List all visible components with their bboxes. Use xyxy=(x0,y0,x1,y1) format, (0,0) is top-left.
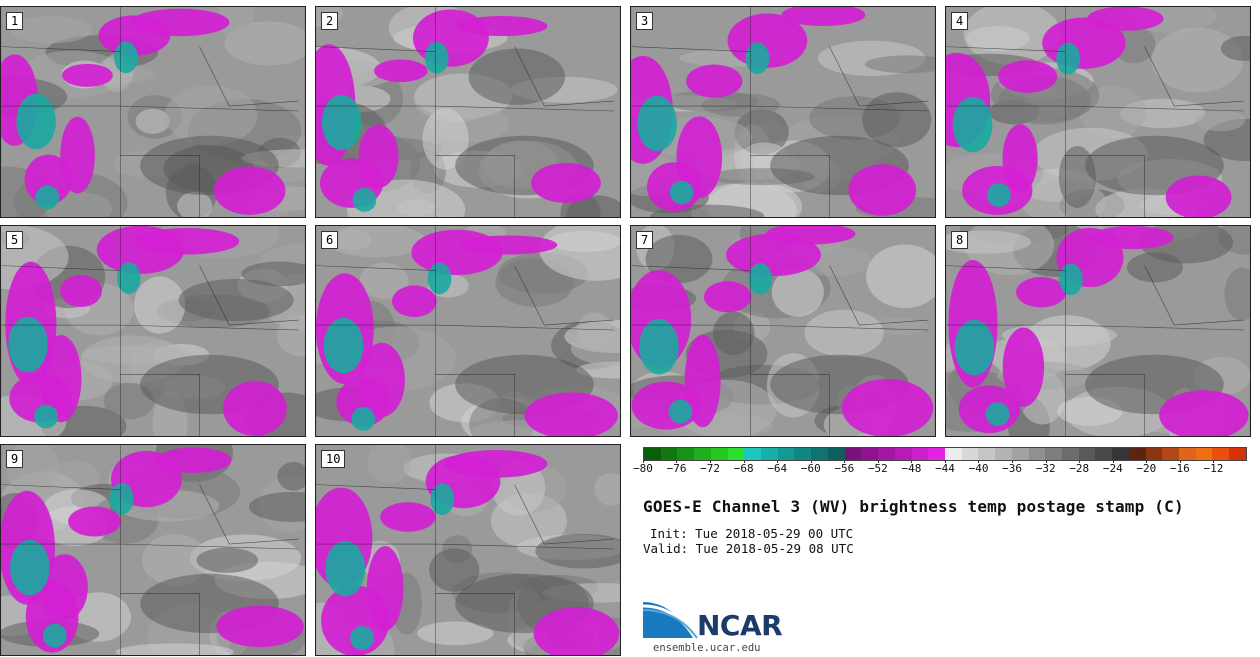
colorbar-segment xyxy=(894,448,912,460)
colorbar-segment xyxy=(660,448,678,460)
colorbar-segment xyxy=(1179,448,1196,460)
colorbar-segment xyxy=(878,448,895,460)
colorbar-segment xyxy=(1011,448,1029,460)
colorbar-tick-label: −72 xyxy=(700,460,721,475)
colorbar-tick-label: −40 xyxy=(968,460,989,475)
colorbar-ticks: −80 −76 −72 −68 −64 −60 −56 −52 −48 −44 −40 −36 −32−… xyxy=(633,460,1247,482)
ncar-logo-icon xyxy=(643,602,698,639)
stamp-panel-9: 9 xyxy=(0,444,306,656)
map-image xyxy=(946,226,1250,436)
map-image xyxy=(1,226,305,436)
member-number: 2 xyxy=(321,12,339,30)
colorbar-segment xyxy=(677,448,695,460)
colorbar-tick-label: −12 xyxy=(1203,460,1224,475)
colorbar-tick-label: −80 xyxy=(633,460,653,475)
map-image xyxy=(1,7,305,217)
colorbar-segment xyxy=(1195,448,1213,460)
map-image xyxy=(316,445,620,655)
colorbar-segment xyxy=(944,448,962,460)
init-time: Init: Tue 2018-05-29 00 UTC xyxy=(650,526,854,541)
colorbar-tick-label: −32 xyxy=(1035,460,1056,475)
map-image xyxy=(946,7,1250,217)
member-number: 1 xyxy=(6,12,24,30)
map-image xyxy=(316,7,620,217)
colorbar-tick-label: −24 xyxy=(1102,460,1123,475)
colorbar-segment xyxy=(794,448,812,460)
colorbar-segment xyxy=(1128,448,1146,460)
member-number: 3 xyxy=(636,12,654,30)
colorbar-segment xyxy=(861,448,879,460)
colorbar-segment xyxy=(777,448,795,460)
colorbar-tick-label: −64 xyxy=(767,460,788,475)
colorbar-segment xyxy=(1145,448,1163,460)
map-image xyxy=(316,226,620,436)
stamp-panel-7: 7 xyxy=(630,225,936,437)
stamp-panel-5: 5 xyxy=(0,225,306,437)
colorbar-segment xyxy=(1061,448,1079,460)
colorbar-segment xyxy=(1095,448,1113,460)
member-number: 4 xyxy=(951,12,969,30)
colorbar-segment xyxy=(1045,448,1062,460)
colorbar-segment xyxy=(710,448,728,460)
map-image xyxy=(631,7,935,217)
colorbar-tick-label: −52 xyxy=(867,460,888,475)
colorbar-segment xyxy=(1078,448,1096,460)
colorbar-segment xyxy=(644,448,661,460)
stamp-panel-2: 2 xyxy=(315,6,621,218)
colorbar xyxy=(643,447,1247,461)
colorbar-segment xyxy=(1028,448,1046,460)
colorbar-tick-label: −36 xyxy=(1002,460,1023,475)
colorbar-segment xyxy=(844,448,862,460)
colorbar-tick-label: −16 xyxy=(1169,460,1190,475)
logo-url: ensemble.ucar.edu xyxy=(653,642,761,654)
stamp-panel-8: 8 xyxy=(945,225,1251,437)
colorbar-segment xyxy=(961,448,979,460)
map-image xyxy=(1,445,305,655)
colorbar-tick-label: −76 xyxy=(666,460,687,475)
colorbar-segment xyxy=(827,448,845,460)
colorbar-segment xyxy=(911,448,929,460)
colorbar-tick-label: −48 xyxy=(901,460,922,475)
figure-title: GOES-E Channel 3 (WV) brightness temp po… xyxy=(643,497,1184,516)
colorbar-segment xyxy=(811,448,828,460)
colorbar-segment xyxy=(1229,448,1246,460)
colorbar-tick-label: −28 xyxy=(1069,460,1090,475)
colorbar-segment xyxy=(1162,448,1179,460)
stamp-panel-3: 3 xyxy=(630,6,936,218)
colorbar-segment xyxy=(744,448,762,460)
stamp-panel-10: 10 xyxy=(315,444,621,656)
stamp-panel-6: 6 xyxy=(315,225,621,437)
colorbar-tick-label: −20 xyxy=(1136,460,1157,475)
colorbar-segment xyxy=(995,448,1012,460)
member-number: 9 xyxy=(6,450,24,468)
colorbar-segment xyxy=(727,448,745,460)
colorbar-tick-label: −44 xyxy=(935,460,955,475)
colorbar-segment xyxy=(761,448,778,460)
colorbar-tick-label: −56 xyxy=(834,460,855,475)
colorbar-segment xyxy=(694,448,711,460)
colorbar-tick-label: −68 xyxy=(733,460,754,475)
member-number: 10 xyxy=(321,450,346,468)
member-number: 6 xyxy=(321,231,339,249)
colorbar-segment xyxy=(978,448,996,460)
member-number: 7 xyxy=(636,231,654,249)
colorbar-segment xyxy=(928,448,945,460)
member-number: 8 xyxy=(951,231,969,249)
map-image xyxy=(631,226,935,436)
stamp-panel-1: 1 xyxy=(0,6,306,218)
colorbar-segment xyxy=(1212,448,1230,460)
stamp-panel-4: 4 xyxy=(945,6,1251,218)
colorbar-tick-label: −60 xyxy=(800,460,821,475)
logo-name: NCAR xyxy=(697,609,783,642)
valid-time: Valid: Tue 2018-05-29 08 UTC xyxy=(643,541,854,556)
member-number: 5 xyxy=(6,231,24,249)
colorbar-segment xyxy=(1112,448,1129,460)
